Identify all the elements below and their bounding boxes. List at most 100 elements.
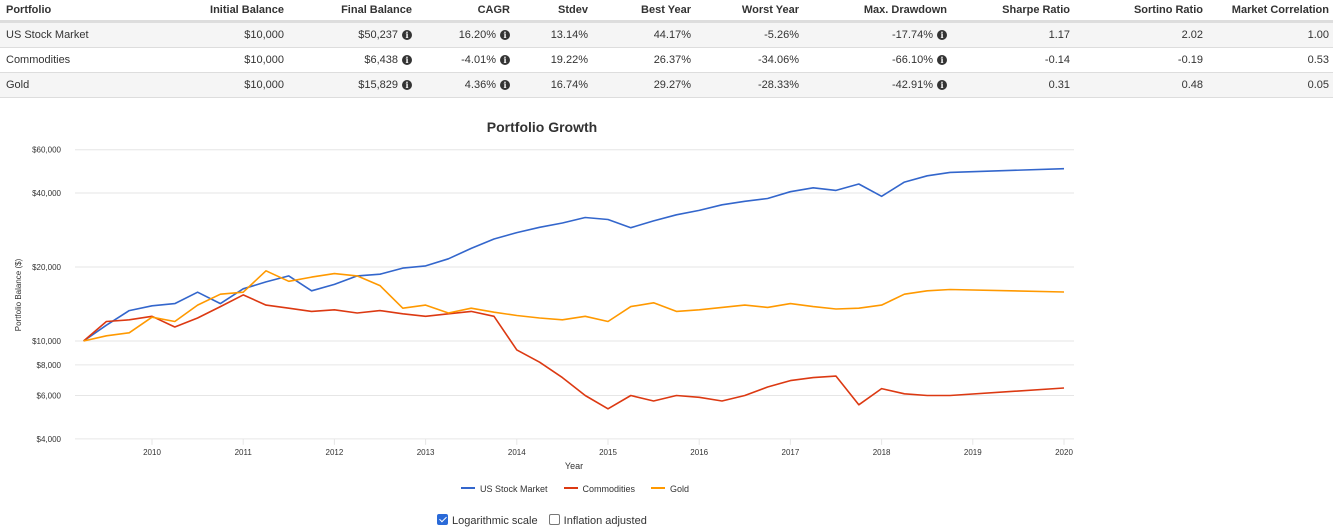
info-circle-icon[interactable]: i (937, 30, 947, 40)
header-best-year: Best Year (592, 0, 695, 23)
cell-sortino-ratio-value: 0.48 (1181, 79, 1203, 91)
table-header-row: Portfolio Initial Balance Final Balance … (0, 0, 1333, 23)
cell-final-balance-value: $50,237 (358, 29, 398, 41)
x-tick-label: 2015 (599, 448, 617, 457)
x-tick-label: 2011 (235, 448, 253, 457)
x-tick-label: 2014 (508, 448, 526, 457)
table-row: US Stock Market $10,000 $50,237 i 16.20% i 13.… (0, 21, 1333, 48)
info-circle-icon[interactable]: i (500, 55, 510, 65)
y-tick-label: $40,000 (32, 189, 61, 198)
cell-initial-balance-value: $10,000 (244, 79, 284, 91)
cell-cagr: 4.36% i (416, 72, 514, 98)
cell-max-drawdown-value: -17.74% (892, 29, 933, 41)
cell-worst-year-value: -28.33% (758, 79, 799, 91)
cell-sharpe-ratio: 1.17 (951, 21, 1074, 48)
cell-best-year-value: 29.27% (653, 79, 691, 91)
legend-item-commodities[interactable]: Commodities (563, 484, 635, 494)
cell-stdev: 13.14% (514, 21, 592, 48)
series-lines (83, 167, 1065, 410)
x-tick-label: 2018 (873, 448, 891, 457)
info-circle-icon[interactable]: i (937, 80, 947, 90)
x-tick-label: 2010 (143, 448, 161, 457)
cell-cagr: -4.01% i (416, 47, 514, 73)
info-circle-icon[interactable]: i (937, 55, 947, 65)
cell-final-balance-value: $15,829 (358, 79, 398, 91)
log-scale-label[interactable]: Logarithmic scale (452, 515, 538, 527)
cell-cagr: 16.20% i (416, 21, 514, 48)
cell-worst-year: -34.06% (695, 47, 803, 73)
chart-legend: US Stock Market Commodities Gold (0, 484, 1150, 494)
cell-sortino-ratio-value: 2.02 (1181, 29, 1203, 41)
cell-cagr-value: -4.01% (461, 54, 496, 66)
cell-best-year: 44.17% (592, 21, 695, 48)
cell-sharpe-ratio: -0.14 (951, 47, 1074, 73)
info-circle-icon[interactable]: i (500, 80, 510, 90)
cell-initial-balance: $10,000 (180, 21, 288, 48)
cell-best-year-value: 44.17% (653, 29, 691, 41)
cell-sharpe-ratio: 0.31 (951, 72, 1074, 98)
cell-portfolio: Gold (0, 72, 180, 98)
y-tick-label: $6,000 (37, 392, 62, 401)
cell-max-drawdown-value: -42.91% (892, 79, 933, 91)
grid-lines (75, 149, 1074, 440)
portfolio-growth-chart: Portfolio Growth $4,000 $6,000 $8,000 $10,0… (14, 119, 1074, 471)
info-circle-icon[interactable]: i (402, 30, 412, 40)
header-portfolio: Portfolio (0, 0, 180, 23)
cell-sharpe-ratio-value: 0.31 (1048, 79, 1070, 91)
cell-worst-year: -28.33% (695, 72, 803, 98)
cell-sharpe-ratio-value: 1.17 (1048, 29, 1070, 41)
info-circle-icon[interactable]: i (402, 80, 412, 90)
log-scale-checkbox[interactable] (437, 514, 448, 525)
chart-options: Logarithmic scale Inflation adjusted (437, 514, 655, 527)
table-row: Commodities $10,000 $6,438 i -4.01% i 19.22% 26… (0, 47, 1333, 73)
y-axis-ticks: $4,000 $6,000 $8,000 $10,000 $20,000 $40,000 $… (32, 146, 61, 444)
cell-final-balance-value: $6,438 (364, 54, 398, 66)
log-scale-option[interactable]: Logarithmic scale (437, 514, 538, 527)
x-tick-label: 2017 (782, 448, 800, 457)
header-stdev: Stdev (514, 0, 592, 23)
cell-best-year-value: 26.37% (653, 54, 691, 66)
x-tick-label: 2020 (1055, 448, 1073, 457)
info-circle-icon[interactable]: i (402, 55, 412, 65)
inflation-adjusted-checkbox[interactable] (548, 514, 560, 525)
y-tick-label: $8,000 (37, 361, 62, 370)
cell-final-balance: $15,829 i (288, 72, 416, 98)
header-cagr: CAGR (416, 0, 514, 23)
y-tick-label: $20,000 (32, 263, 61, 272)
cell-portfolio: Commodities (0, 47, 180, 73)
cell-stdev-value: 16.74% (550, 79, 588, 91)
cell-max-drawdown-value: -66.10% (892, 54, 933, 66)
cell-sortino-ratio: 2.02 (1074, 21, 1207, 48)
legend-swatch (563, 487, 578, 489)
cell-stdev: 16.74% (514, 72, 592, 98)
cell-best-year: 26.37% (592, 47, 695, 73)
cell-cagr-value: 4.36% (464, 79, 496, 91)
cell-cagr-value: 16.20% (458, 29, 496, 41)
inflation-adjusted-option[interactable]: Inflation adjusted (548, 514, 647, 527)
inflation-adjusted-label[interactable]: Inflation adjusted (563, 515, 647, 527)
cell-portfolio: US Stock Market (0, 21, 180, 48)
cell-market-correlation-value: 0.53 (1307, 54, 1329, 66)
cell-initial-balance: $10,000 (180, 72, 288, 98)
cell-sortino-ratio: -0.19 (1074, 47, 1207, 73)
legend-item-us-stock-market[interactable]: US Stock Market (460, 484, 548, 494)
y-tick-label: $60,000 (32, 146, 61, 155)
cell-initial-balance-value: $10,000 (244, 54, 284, 66)
cell-market-correlation: 1.00 (1207, 21, 1333, 48)
cell-sharpe-ratio-value: -0.14 (1044, 54, 1070, 66)
info-circle-icon[interactable]: i (500, 30, 510, 40)
cell-stdev: 19.22% (514, 47, 592, 73)
series-line-us-stock-market (83, 167, 1065, 342)
legend-item-gold[interactable]: Gold (651, 484, 689, 494)
cell-market-correlation: 0.53 (1207, 47, 1333, 73)
y-tick-label: $4,000 (37, 435, 62, 444)
header-final-balance: Final Balance (288, 0, 416, 23)
cell-worst-year: -5.26% (695, 21, 803, 48)
x-axis-label: Year (565, 461, 583, 471)
cell-max-drawdown: -66.10% i (803, 47, 951, 73)
legend-swatch (651, 487, 666, 489)
header-initial-balance: Initial Balance (180, 0, 288, 23)
cell-max-drawdown: -17.74% i (803, 21, 951, 48)
cell-worst-year-value: -34.06% (758, 54, 799, 66)
x-tick-label: 2019 (964, 448, 982, 457)
